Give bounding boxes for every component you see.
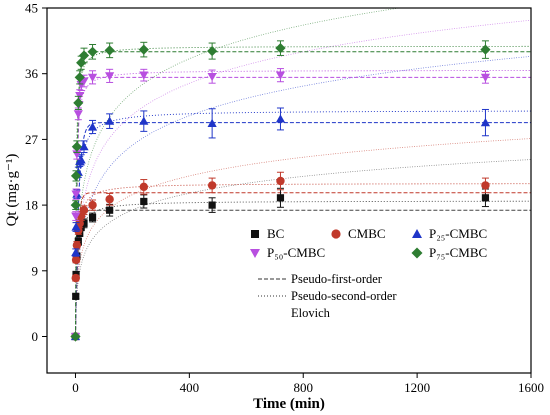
data-point xyxy=(106,206,114,214)
y-tick-label: 18 xyxy=(25,198,38,213)
legend-label: P₇₅-CMBC xyxy=(429,245,487,260)
fit-curves xyxy=(74,8,531,337)
legend-pfo-label: Pseudo-first-order xyxy=(291,272,383,286)
data-point xyxy=(276,176,285,186)
data-point xyxy=(138,44,149,55)
data-point xyxy=(73,97,84,108)
data-point xyxy=(80,219,88,227)
data-point xyxy=(275,114,286,123)
data-point xyxy=(87,46,98,57)
x-tick-label: 1200 xyxy=(404,380,430,395)
elovich-curve xyxy=(75,19,531,337)
data-point xyxy=(74,72,85,83)
y-tick-label: 9 xyxy=(32,263,39,278)
data-point xyxy=(140,197,148,206)
data-point xyxy=(105,116,115,125)
legend-label: CMBC xyxy=(348,226,386,241)
x-tick-label: 0 xyxy=(72,380,79,395)
legend-label: P₂₅-CMBC xyxy=(429,226,487,241)
data-point xyxy=(481,181,490,190)
data-point xyxy=(480,118,491,127)
data-point xyxy=(207,73,217,82)
data-point xyxy=(207,45,218,57)
data-point xyxy=(275,43,286,54)
data-point xyxy=(72,292,80,300)
data-point xyxy=(71,222,81,231)
data-point xyxy=(72,241,82,250)
data-point xyxy=(76,155,86,164)
plot-frame xyxy=(46,7,532,374)
legend-label: P₅₀-CMBC xyxy=(267,245,325,260)
x-tick-label: 1600 xyxy=(518,380,544,395)
data-point xyxy=(480,73,491,82)
data-point xyxy=(88,200,97,210)
axes: 0 400 800 1200 1600 0 9 18 27 36 45 xyxy=(25,1,544,396)
data-point xyxy=(207,118,217,127)
data-point xyxy=(105,195,114,204)
data-point xyxy=(78,50,90,61)
data-point xyxy=(71,273,80,283)
data-point xyxy=(88,213,97,222)
data-point xyxy=(481,194,490,202)
legend-pso-label: Pseudo-second-order xyxy=(291,289,397,303)
data-point xyxy=(73,110,83,119)
legend-marker xyxy=(331,229,341,239)
y-tick-label: 0 xyxy=(32,329,39,344)
legend-marker xyxy=(411,247,423,259)
data-point xyxy=(207,181,217,190)
pfo-curve xyxy=(74,122,531,337)
pso-curve xyxy=(75,70,531,337)
data-point xyxy=(105,72,115,81)
data-point xyxy=(139,71,149,80)
data-point xyxy=(139,116,149,125)
data-point xyxy=(276,194,285,202)
data-point xyxy=(139,182,148,192)
pfo-curve xyxy=(74,192,531,337)
data-point xyxy=(87,122,98,131)
pfo-curve xyxy=(74,51,531,337)
data-points xyxy=(70,40,491,342)
data-point xyxy=(79,206,89,215)
pso-curve xyxy=(75,45,531,337)
x-tick-label: 800 xyxy=(293,380,313,395)
data-point xyxy=(70,200,81,211)
x-axis-label: Time (min) xyxy=(253,396,325,412)
data-point xyxy=(208,201,216,209)
data-point xyxy=(480,44,491,55)
y-tick-label: 45 xyxy=(25,1,38,16)
data-point xyxy=(87,73,98,82)
x-tick-label: 400 xyxy=(180,380,200,395)
data-point xyxy=(70,331,81,342)
legend-elovich-label: Elovich xyxy=(291,306,331,320)
pso-curve xyxy=(75,110,531,337)
legend-marker xyxy=(251,230,259,238)
legend-marker xyxy=(250,249,260,258)
legend: BC CMBC P₂₅-CMBC P₅₀-CMBC P₇₅-CMBC Pseudo-fir… xyxy=(250,226,487,320)
data-point xyxy=(79,142,89,151)
legend-label: BC xyxy=(267,226,284,241)
data-point xyxy=(71,255,81,265)
data-point xyxy=(104,45,115,56)
y-tick-label: 27 xyxy=(25,132,39,147)
y-axis-label: Qt (mg·g⁻¹) xyxy=(4,154,20,227)
data-point xyxy=(71,190,81,199)
data-point xyxy=(71,212,81,221)
pso-curve xyxy=(75,183,531,337)
y-tick-label: 36 xyxy=(25,66,39,81)
data-point xyxy=(275,71,286,80)
data-point xyxy=(71,141,82,152)
legend-marker xyxy=(412,229,422,238)
data-point xyxy=(71,247,81,257)
data-point xyxy=(70,170,82,181)
pso-curve xyxy=(75,200,531,337)
elovich-curve xyxy=(75,8,402,337)
